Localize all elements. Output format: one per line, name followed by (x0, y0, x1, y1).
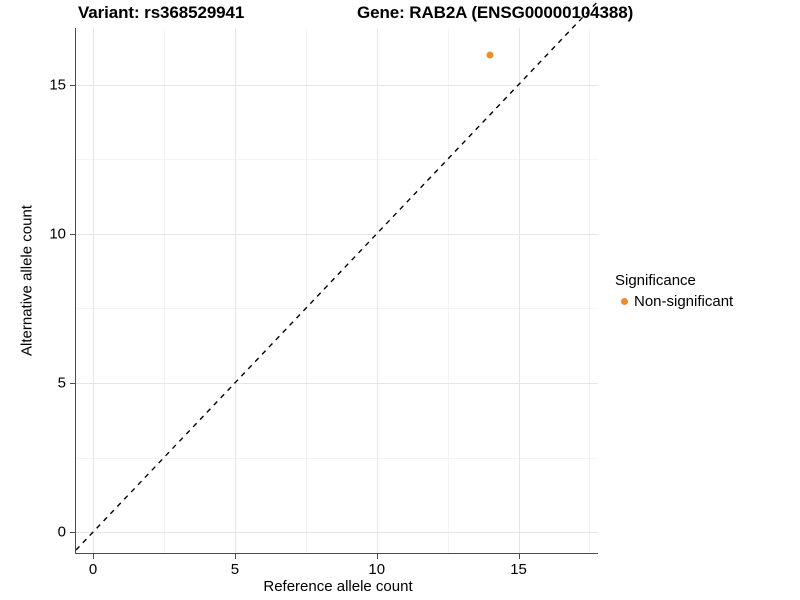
legend-key-icon (615, 298, 633, 305)
figure-title-row: Variant: rs368529941 Gene: RAB2A (ENSG00… (0, 0, 800, 28)
x-tick-mark (376, 554, 378, 559)
gridline-vertical-minor (305, 28, 307, 553)
legend-title: Significance (615, 272, 696, 289)
legend-entry-label: Non-significant (634, 293, 734, 310)
gridline-vertical-major (93, 28, 95, 553)
y-tick-label: 5 (57, 374, 66, 392)
data-point (486, 51, 494, 59)
gridline-vertical-minor (447, 28, 449, 553)
gridline-horizontal-major (76, 532, 598, 534)
gridline-vertical-major (518, 28, 520, 553)
legend: Significance Non-significant (615, 272, 795, 311)
y-tick-label: 0 (57, 523, 66, 541)
x-tick-label: 10 (368, 561, 386, 578)
legend-entry[interactable]: Non-significant (615, 292, 795, 311)
gridline-horizontal-minor (76, 308, 598, 310)
x-tick-mark (518, 554, 520, 559)
identity-reference-line (75, 0, 599, 551)
x-tick-mark (93, 554, 95, 559)
y-tick-mark (70, 532, 75, 534)
x-tick-label: 15 (510, 561, 527, 578)
gridline-horizontal-minor (76, 457, 598, 459)
x-tick-label: 5 (230, 561, 240, 578)
y-axis-label: Alternative allele count (18, 205, 36, 356)
variant-title: Variant: rs368529941 (78, 3, 245, 22)
gridline-horizontal-minor (76, 159, 598, 161)
y-tick-mark (70, 233, 75, 235)
legend-entries: Non-significant (615, 292, 795, 311)
y-axis-line (75, 28, 77, 554)
x-tick-mark (234, 554, 236, 559)
gridline-horizontal-major (76, 382, 598, 384)
y-tick-label: 15 (49, 76, 66, 94)
gridline-horizontal-major (76, 233, 598, 235)
x-axis-label: Reference allele count (263, 578, 413, 595)
x-axis-line (75, 552, 598, 554)
gridline-vertical-major (376, 28, 378, 553)
gene-title: Gene: RAB2A (ENSG00000104388) (357, 3, 634, 22)
gridline-vertical-minor (163, 28, 165, 553)
gridline-horizontal-major (76, 84, 598, 86)
plot-panel (75, 0, 599, 553)
y-tick-mark (70, 84, 75, 86)
legend-dot-icon (620, 298, 628, 305)
gridline-vertical-minor (589, 28, 591, 553)
x-tick-label: 0 (88, 561, 98, 578)
y-tick-label: 10 (49, 225, 66, 243)
y-tick-mark (70, 382, 75, 384)
gridline-vertical-major (234, 28, 236, 553)
